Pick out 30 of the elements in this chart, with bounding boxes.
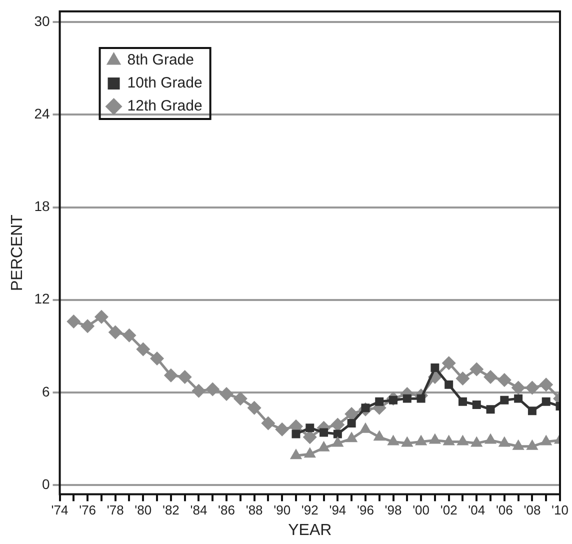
legend-label: 8th Grade (127, 52, 194, 69)
x-tick-label: '84 (190, 502, 208, 518)
x-tick-label: '98 (384, 502, 402, 518)
x-tick-label: '92 (301, 502, 318, 518)
x-tick-label: '06 (496, 502, 513, 518)
x-tick-label: '82 (162, 502, 180, 518)
x-tick-label: '86 (218, 502, 235, 518)
x-axis-title: YEAR (288, 522, 332, 539)
x-tick-label: '00 (412, 502, 430, 518)
y-tick-label: 12 (34, 290, 50, 307)
x-tick-label: '94 (329, 502, 346, 518)
x-tick-label: '74 (51, 502, 68, 518)
x-tick-label: '04 (468, 502, 486, 518)
y-axis-title: PERCENT (9, 214, 26, 292)
y-tick-label: 18 (34, 198, 50, 214)
x-tick-label: '08 (524, 502, 541, 518)
y-tick-label: 24 (34, 106, 50, 122)
legend-label: 10th Grade (127, 74, 202, 92)
x-tick-label: '76 (79, 502, 96, 518)
x-tick-label: '02 (440, 502, 458, 518)
y-tick-label: 0 (42, 476, 50, 492)
y-tick-label: 30 (34, 13, 50, 30)
x-tick-label: '88 (246, 502, 263, 518)
x-tick-label: '90 (274, 502, 291, 518)
x-tick-label: '96 (356, 502, 374, 518)
x-tick-label: '80 (134, 502, 152, 518)
y-tick-label: 6 (42, 383, 50, 400)
legend-label: 12th Grade (127, 98, 202, 115)
x-tick-label: '78 (106, 502, 124, 518)
x-tick-label: '10 (552, 502, 568, 518)
